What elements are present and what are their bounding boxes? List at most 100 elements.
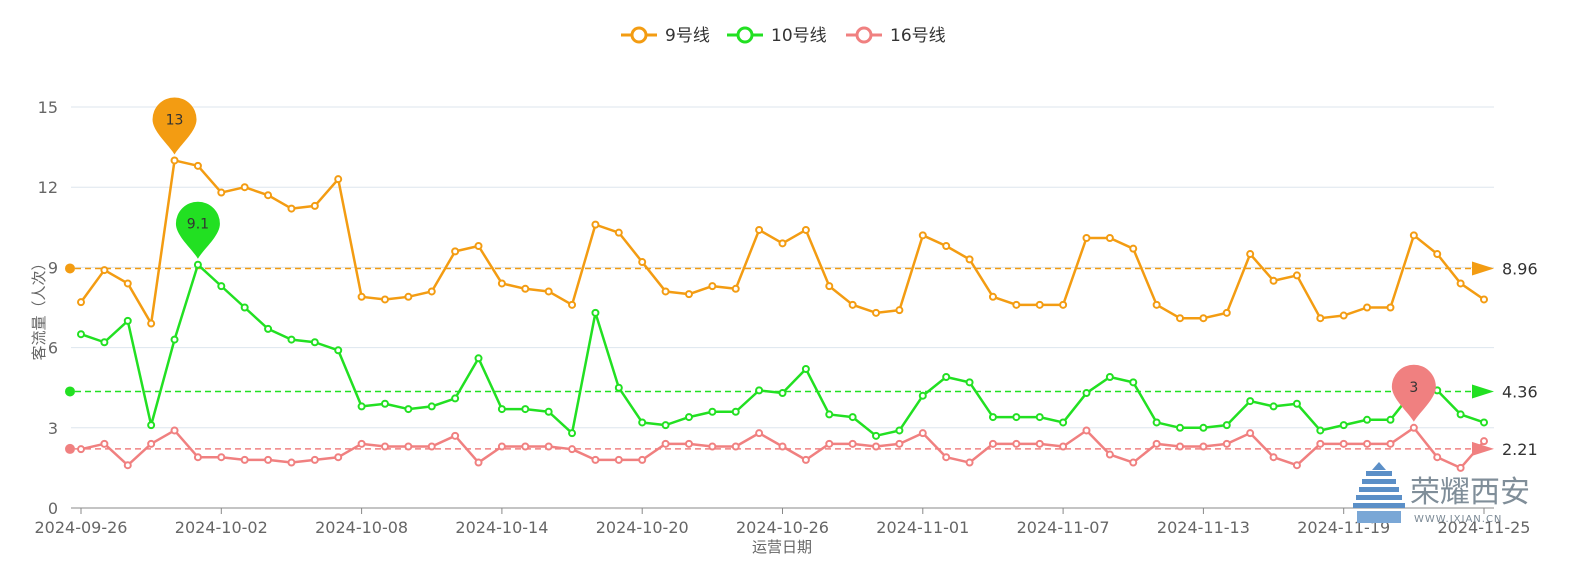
data-point <box>521 284 530 293</box>
data-point <box>310 455 319 464</box>
data-point <box>684 439 693 448</box>
data-point <box>1363 439 1372 448</box>
max-pin <box>1391 364 1436 422</box>
data-point <box>147 439 156 448</box>
data-point <box>240 303 249 312</box>
average-arrow <box>1472 261 1494 276</box>
x-axis-title: 运营日期 <box>752 538 812 556</box>
data-point <box>1129 378 1138 387</box>
data-point <box>1363 303 1372 312</box>
data-point <box>427 287 436 296</box>
data-point <box>1433 453 1442 462</box>
x-tick-label: 2024-11-25 <box>1438 518 1531 537</box>
data-point <box>731 442 740 451</box>
legend-marker <box>736 26 754 44</box>
data-point <box>965 458 974 467</box>
data-point <box>1292 461 1301 470</box>
data-point <box>77 445 85 454</box>
data-point <box>1339 421 1348 430</box>
data-point <box>404 442 413 451</box>
max-pin-label: 3 <box>1409 380 1418 396</box>
data-point <box>287 335 296 344</box>
data-point <box>170 156 179 165</box>
data-point <box>872 442 881 451</box>
data-point <box>825 282 834 291</box>
data-point <box>1199 423 1208 432</box>
data-point <box>755 225 764 234</box>
data-point <box>1339 311 1348 320</box>
data-point <box>404 292 413 301</box>
data-point <box>474 242 483 251</box>
data-point <box>521 442 530 451</box>
data-point <box>497 442 506 451</box>
data-point <box>544 287 553 296</box>
data-point <box>310 201 319 210</box>
average-label: 2.21 <box>1502 440 1538 459</box>
average-start-dot <box>65 386 75 397</box>
x-tick-label: 2024-10-14 <box>455 518 548 537</box>
data-point <box>568 429 577 438</box>
data-point <box>988 413 997 422</box>
data-point <box>591 308 600 317</box>
data-point <box>1082 389 1091 398</box>
data-point <box>264 324 273 333</box>
average-start-dot <box>65 263 75 274</box>
grid-lines <box>71 106 1494 429</box>
data-point <box>1105 233 1114 242</box>
watermark-name: 荣耀西安 <box>1410 475 1530 510</box>
legend-marker <box>630 26 648 44</box>
data-point <box>825 439 834 448</box>
data-point <box>1129 458 1138 467</box>
data-point <box>778 239 787 248</box>
data-point <box>1222 439 1231 448</box>
data-point <box>357 439 366 448</box>
data-point <box>895 426 904 435</box>
data-point <box>1176 423 1185 432</box>
data-point <box>1199 314 1208 323</box>
data-point <box>942 453 951 462</box>
data-point <box>1339 439 1348 448</box>
data-point <box>100 266 109 275</box>
data-point <box>287 204 296 213</box>
data-point <box>778 442 787 451</box>
data-point <box>1035 439 1044 448</box>
x-tick-label: 2024-11-07 <box>1017 518 1110 537</box>
data-point <box>708 282 717 291</box>
max-pin <box>175 201 220 259</box>
data-point <box>1386 439 1395 448</box>
data-point <box>1316 426 1325 435</box>
data-point <box>1480 295 1488 304</box>
average-label: 8.96 <box>1502 259 1538 278</box>
data-point <box>731 407 740 416</box>
data-point <box>942 373 951 382</box>
data-point <box>1105 373 1114 382</box>
data-point <box>1129 244 1138 253</box>
data-point <box>193 260 202 269</box>
data-point <box>1152 439 1161 448</box>
data-point <box>872 308 881 317</box>
data-point <box>100 439 109 448</box>
x-tick-label: 2024-09-26 <box>35 518 128 537</box>
data-point <box>357 402 366 411</box>
data-point <box>1035 300 1044 309</box>
data-point <box>1269 276 1278 285</box>
data-point <box>1269 402 1278 411</box>
legend-label: 9号线 <box>665 26 710 46</box>
y-tick-label: 0 <box>48 499 58 518</box>
y-tick-label: 15 <box>38 98 58 117</box>
data-point <box>1012 300 1021 309</box>
data-point <box>193 161 202 170</box>
data-point <box>1386 415 1395 424</box>
data-point <box>918 429 927 438</box>
data-point <box>380 399 389 408</box>
average-start-dot <box>65 443 75 454</box>
x-tick-label: 2024-10-08 <box>315 518 408 537</box>
data-point <box>614 383 623 392</box>
data-point <box>1480 437 1488 446</box>
data-point <box>848 413 857 422</box>
data-point <box>474 354 483 363</box>
data-point <box>1059 442 1068 451</box>
max-markers: 139.13 <box>152 97 1436 422</box>
data-point <box>1456 463 1465 472</box>
data-point <box>451 394 460 403</box>
